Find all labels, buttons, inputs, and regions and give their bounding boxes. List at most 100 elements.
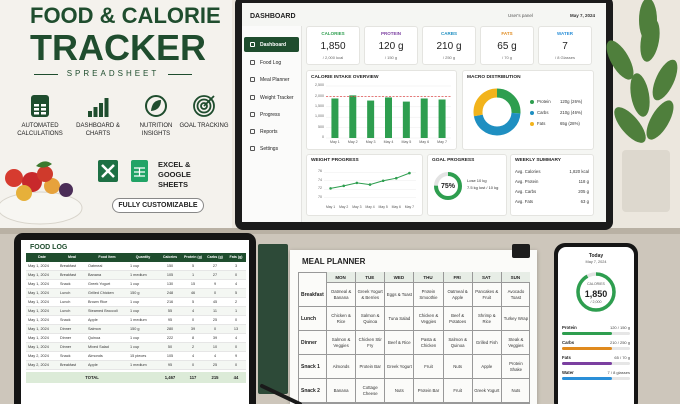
day: SAT (481, 274, 491, 280)
meal-cell: Turkey Wrap (500, 307, 530, 331)
panel-title: WEEKLY SUMMARY (515, 158, 561, 163)
summary-value: 1,820 kcal (569, 169, 589, 174)
log-title: FOOD LOG (30, 244, 68, 251)
x-tick-label: May 1 (330, 140, 340, 144)
day: MON (335, 274, 346, 280)
cell: 0 (234, 362, 238, 367)
menu-icon (250, 112, 255, 117)
legend-swatch (530, 111, 534, 115)
meal-cell: Greek Yogurt (471, 379, 501, 403)
desk-shadow (0, 228, 680, 234)
cell: May 1, 2024 (28, 335, 49, 340)
panel (510, 154, 594, 216)
meal-cell: Beef & Potatoes (442, 307, 472, 331)
menu-item: Meal Planner (260, 77, 290, 83)
table-row (26, 298, 246, 307)
meal-cell: Protein Smoothie (413, 283, 443, 307)
cell: Dinner (60, 335, 72, 340)
cell: Snack (60, 317, 71, 322)
meal-cell: Pasta & Chicken (413, 331, 443, 355)
summary-value: 205 g (578, 189, 589, 194)
date: May 7, 2024 (570, 13, 596, 18)
cell: Snack (60, 281, 71, 286)
column-header: Food Item (98, 254, 116, 259)
cell: 0 (213, 326, 217, 331)
cell: Breakfast (60, 263, 77, 268)
meal-cell: Cottage Cheese (355, 379, 385, 403)
menu-icon (250, 146, 255, 151)
day: TUE (365, 274, 375, 280)
feature-label: AUTOMATED CALCULATIONS (17, 123, 63, 137)
feature-label: GOAL TRACKING (179, 123, 229, 129)
table-row (26, 289, 246, 298)
cell: 3 (234, 263, 238, 268)
meal-cell: Eggs & Toast (384, 283, 414, 307)
menu-item: Progress (260, 112, 281, 118)
cell: 95 (167, 317, 173, 322)
meal-cell: Nuts (384, 379, 414, 403)
meal-cell: Shrimp & Rice (471, 307, 501, 331)
cell: Lunch (60, 308, 71, 313)
x-tick-label: May 4 (365, 205, 375, 209)
total-value: 1,467 (164, 374, 176, 380)
card-value: 7 (562, 41, 568, 52)
cell: May 1, 2024 (28, 344, 49, 349)
meal-name: Lunch (298, 307, 326, 331)
cell: Banana (88, 272, 102, 277)
meal-cell: Nuts (442, 355, 472, 379)
cell: 4 (191, 353, 195, 358)
cell: May 1, 2024 (28, 263, 49, 268)
y-tick-label: 500 (318, 124, 324, 129)
cell: 1 cup (130, 308, 140, 313)
cell: Mixed Salad (88, 344, 109, 349)
card-sub: / 150 g (384, 55, 398, 60)
legend-value: 65g (28%) (560, 121, 580, 126)
card-value: 65 g (497, 41, 517, 52)
meal-cell: Salmon & Veggies (326, 331, 356, 355)
menu-item: Settings (260, 146, 279, 152)
cell: 0 (191, 317, 195, 322)
summary-label: Avg. Calories (515, 169, 541, 174)
cell: 9 (213, 281, 217, 286)
platforms: EXCEL & GOOGLE SHEETS (158, 160, 191, 189)
cell: 1 medium (130, 272, 147, 277)
cell: 1 medium (130, 362, 147, 367)
column-header: Calories (162, 254, 178, 259)
panel-title: WEIGHT PROGRESS (311, 158, 359, 163)
cell: 45 (212, 299, 218, 304)
meal-cell: Protein Bar (413, 379, 443, 403)
cell: 1 cup (130, 263, 140, 268)
cell: 5 (191, 299, 195, 304)
cell: 0 (234, 317, 238, 322)
meal-cell: Chicken & Rice (326, 307, 356, 331)
y-tick-label: 1,500 (315, 104, 324, 108)
cell: Breakfast (60, 362, 77, 367)
menu-icon (250, 77, 255, 82)
meal-cell: Almonds (326, 355, 356, 379)
x-tick-label: May 7 (404, 205, 415, 209)
cell: 216 (166, 299, 174, 304)
table-row (26, 307, 246, 316)
meal-cell: Grilled Fish (471, 331, 501, 355)
cell: 280 (166, 326, 174, 331)
card-value: 210 g (436, 41, 462, 52)
cell: 25 (212, 317, 218, 322)
total-label: TOTAL (85, 374, 99, 380)
phone-title: Today (588, 253, 604, 259)
rule (168, 74, 192, 75)
stat-card (538, 26, 592, 65)
cell: 0 (234, 272, 238, 277)
macro-fill (562, 377, 612, 380)
meal-name: Snack 1 (298, 355, 326, 379)
day-header (413, 272, 443, 283)
cell: 27 (212, 272, 218, 277)
x-tick-label: May 6 (419, 140, 430, 144)
y-tick-label: 2,500 (315, 83, 324, 88)
meal-cell: Chicken & Veggies (413, 307, 443, 331)
table-row (26, 343, 246, 352)
cell: 105 (166, 272, 174, 277)
meal-cell: Beef & Rice (384, 331, 414, 355)
x-tick-label: May 2 (339, 205, 349, 209)
column-header: Protein (g) (184, 254, 202, 259)
